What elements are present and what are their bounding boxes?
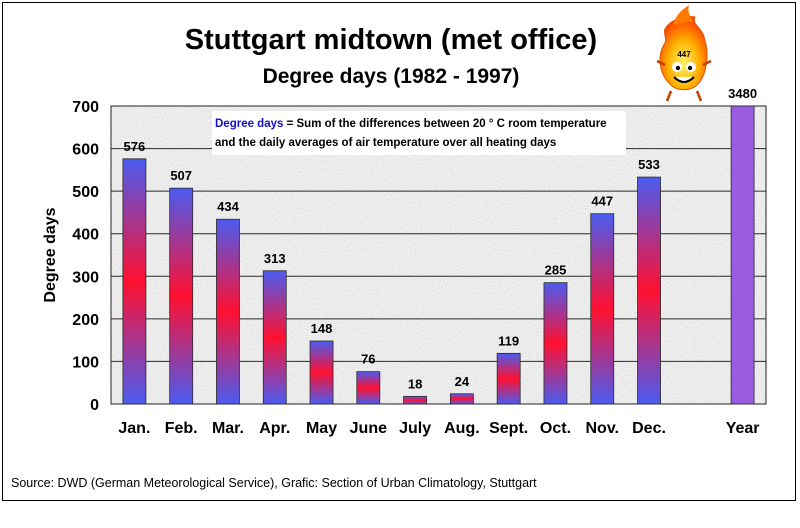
- x-tick-label-4: May: [306, 420, 337, 437]
- data-label-4: 148: [311, 321, 333, 336]
- x-axis: Jan. Feb. Mar. Apr. May June July Aug. Sept. Oct.…: [118, 420, 759, 437]
- y-axis: 0 100 200 300 400 500 600 700: [72, 99, 99, 414]
- data-label-3: 313: [264, 251, 286, 266]
- x-tick-label-10: Nov.: [586, 420, 619, 437]
- y-tick-label: 100: [72, 354, 99, 371]
- x-tick-label-year: Year: [726, 420, 760, 437]
- x-tick-label-6: July: [399, 420, 431, 437]
- x-tick-label-5: June: [350, 420, 387, 437]
- y-tick-label: 400: [72, 227, 99, 244]
- mascot-number: 447: [677, 50, 691, 59]
- data-label-year: 3480: [728, 86, 757, 101]
- bar-10: [590, 213, 615, 405]
- x-tick-label-0: Jan.: [118, 420, 150, 437]
- bar-4: [309, 340, 334, 405]
- bar-year: [730, 105, 755, 405]
- annotation-line-1: Degree days = Sum of the differences bet…: [215, 118, 607, 130]
- chart-svg: Stuttgart midtown (met office) Degree da…: [11, 5, 767, 490]
- data-label-1: 507: [170, 168, 192, 183]
- x-tick-label-9: Oct.: [540, 420, 571, 437]
- x-tick-label-1: Feb.: [165, 420, 198, 437]
- data-label-7: 24: [455, 374, 470, 389]
- x-tick-label-3: Apr.: [259, 420, 290, 437]
- chart-subtitle: Degree days (1982 - 1997): [263, 65, 520, 88]
- bar-0: [122, 158, 147, 405]
- x-tick-label-11: Dec.: [632, 420, 666, 437]
- data-label-2: 434: [217, 199, 239, 214]
- y-axis-label: Degree days: [42, 207, 59, 302]
- source-note: Source: DWD (German Meteorological Servi…: [11, 476, 537, 490]
- bar-1: [169, 187, 194, 405]
- bar-6: [403, 395, 428, 405]
- annotation-key: Degree days: [215, 118, 283, 130]
- data-label-8: 119: [498, 333, 519, 348]
- bar-7: [449, 393, 474, 405]
- y-tick-label: 700: [72, 99, 99, 116]
- flame-mascot-icon: 447: [656, 5, 712, 102]
- x-tick-label-7: Aug.: [444, 420, 480, 437]
- y-tick-label: 500: [72, 184, 99, 201]
- annotation-box: [212, 111, 626, 155]
- data-label-6: 18: [408, 376, 422, 391]
- bar-8: [496, 352, 521, 405]
- data-label-5: 76: [361, 352, 375, 367]
- x-tick-label-8: Sept.: [489, 420, 528, 437]
- data-label-11: 533: [638, 157, 660, 172]
- bar-5: [356, 371, 381, 405]
- bars: 576 507 434 313 148 76 18 24 119 285 447 533 3480: [122, 86, 757, 405]
- y-tick-label: 300: [72, 269, 99, 286]
- y-tick-label: 200: [72, 312, 99, 329]
- annotation-text-1: = Sum of the differences between 20 ° C …: [283, 118, 606, 130]
- bar-2: [216, 218, 240, 405]
- chart-title: Stuttgart midtown (met office): [185, 24, 597, 56]
- plot-border: [110, 105, 767, 405]
- y-tick-label: 600: [72, 142, 99, 159]
- x-tick-label-2: Mar.: [212, 420, 244, 437]
- y-tick-label: 0: [90, 397, 99, 414]
- data-label-9: 285: [545, 263, 567, 278]
- chart-frame: Stuttgart midtown (met office) Degree da…: [2, 2, 796, 501]
- bar-9: [543, 282, 568, 405]
- bar-11: [637, 176, 661, 405]
- data-label-0: 576: [124, 139, 146, 154]
- data-label-10: 447: [591, 194, 613, 209]
- bar-3: [262, 270, 287, 405]
- annotation-line-2: and the daily averages of air temperatur…: [215, 137, 556, 149]
